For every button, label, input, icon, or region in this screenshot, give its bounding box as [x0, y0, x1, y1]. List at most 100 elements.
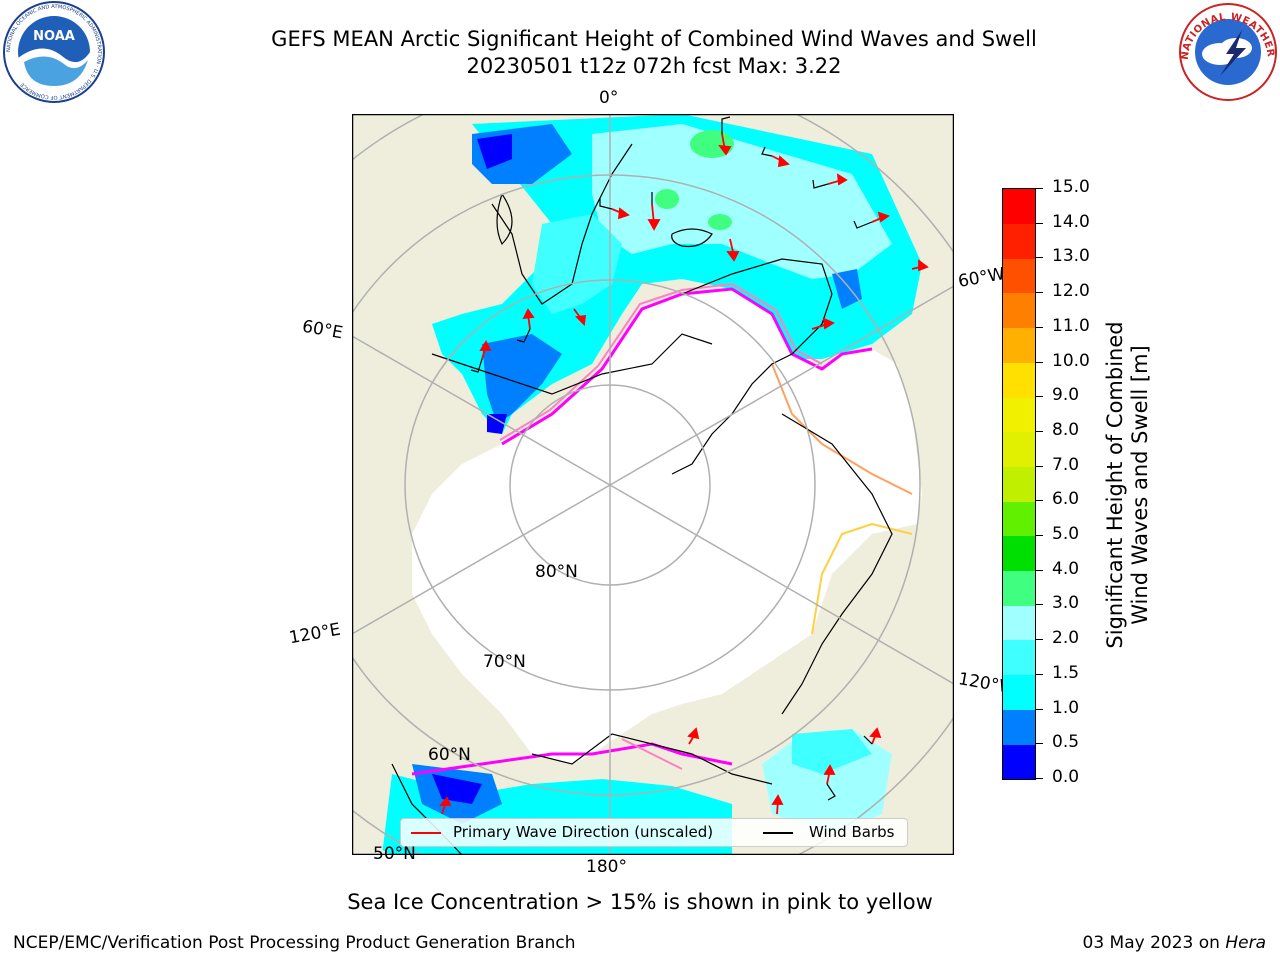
colorbar-segment — [1003, 640, 1035, 676]
wave-arrow-head — [836, 173, 848, 186]
colorbar-tick-label: 10.0 — [1052, 350, 1090, 371]
colorbar-tick-label: 2.0 — [1052, 628, 1080, 649]
colorbar-tick — [1035, 430, 1043, 432]
wind-barb — [761, 146, 773, 157]
meridian-60w — [609, 285, 954, 486]
wave-arrow-head — [777, 155, 790, 168]
graticule — [352, 114, 954, 855]
lat-label-70n: 70°N — [483, 652, 526, 672]
wave-arrow-head — [617, 207, 630, 220]
legend-barb-label: Wind Barbs — [809, 823, 895, 841]
wave-arrow-head — [869, 727, 882, 739]
colorbar-tick-label: 15.0 — [1052, 177, 1090, 197]
wave-arrow-head — [479, 340, 492, 351]
colorbar-tick — [1035, 778, 1043, 779]
colorbar-tick-label: 1.5 — [1052, 662, 1080, 683]
colorbar-tick — [1035, 361, 1043, 363]
lon-label-60w: 60°W — [956, 264, 1007, 292]
wave-region-bering-deep — [432, 774, 482, 804]
coastline-alaska — [531, 733, 773, 785]
noaa-logo-text: NOAA — [33, 29, 75, 44]
colorbar-segment — [1003, 223, 1035, 259]
colorbar-segment — [1003, 362, 1035, 398]
colorbar-tick — [1035, 188, 1043, 189]
colorbar-tick-label: 6.0 — [1052, 489, 1080, 510]
colorbar-tick-label: 3.0 — [1052, 593, 1080, 614]
wave-arrow-head — [687, 727, 700, 740]
coastline-siberia — [431, 333, 713, 395]
wave-max-region-1 — [690, 130, 734, 158]
colorbar — [1002, 188, 1036, 780]
wind-barb — [853, 220, 873, 229]
colorbar-tick — [1035, 639, 1043, 641]
colorbar-segment — [1003, 327, 1035, 363]
coastline-greenland — [671, 258, 833, 475]
colorbar-segment — [1003, 431, 1035, 467]
wind-barb — [599, 198, 613, 210]
colorbar-tick-label: 14.0 — [1052, 211, 1090, 232]
colorbar-tick — [1035, 535, 1043, 537]
lat-label-80n: 80°N — [535, 562, 578, 582]
wave-region-baltic-deep — [477, 134, 512, 169]
colorbar-segment — [1003, 189, 1035, 224]
meridian-120w — [609, 484, 954, 685]
wind-barbs — [470, 116, 873, 801]
coastline-uk — [496, 193, 513, 246]
wave-arrow-head — [771, 794, 784, 805]
wave-arrow-head — [877, 211, 890, 223]
sea-ice-note: Sea Ice Concentration > 15% is shown in … — [347, 890, 933, 914]
colorbar-tick — [1035, 500, 1043, 502]
colorbar-segment — [1003, 536, 1035, 572]
legend-wave-line — [411, 832, 441, 834]
colorbar-tick-label: 13.0 — [1052, 246, 1090, 267]
wave-arrow-head — [522, 308, 535, 320]
colorbar-segment — [1003, 258, 1035, 294]
colorbar-tick — [1035, 708, 1043, 710]
wave-region-barents — [482, 334, 562, 424]
lat-label-60n: 60°N — [428, 745, 471, 765]
colorbar-label: Significant Height of Combined Wind Wave… — [1103, 321, 1153, 648]
footer-date-text: 03 May 2023 on — [1082, 933, 1220, 953]
colorbar-tick — [1035, 465, 1043, 467]
meridian-120e — [352, 484, 611, 635]
wave-max-region-3 — [708, 214, 732, 230]
colorbar-segment — [1003, 501, 1035, 537]
wave-arrow-head — [918, 259, 929, 272]
colorbar-tick — [1035, 222, 1043, 224]
map-border — [351, 113, 955, 856]
wave-arrow-head — [822, 317, 835, 330]
colorbar-segment — [1003, 674, 1035, 710]
colorbar-segment — [1003, 397, 1035, 433]
colorbar-segment — [1003, 605, 1035, 641]
wind-barb — [470, 358, 483, 373]
colorbar-tick-label: 0.5 — [1052, 732, 1080, 753]
colorbar-tick — [1035, 673, 1043, 675]
wave-region-barents-deep — [487, 414, 507, 434]
ice-edge-greenland — [771, 363, 913, 495]
wind-barb — [812, 179, 829, 189]
colorbar-tick-label: 5.0 — [1052, 524, 1080, 545]
ice-edge-bering — [411, 742, 733, 776]
colorbar-tick — [1035, 604, 1043, 606]
map-canvas — [351, 113, 955, 856]
wave-region-pacific-east-2 — [792, 729, 872, 774]
footer-date: 03 May 2023 on Hera — [1083, 933, 1267, 953]
ice-edge-bering-outer — [621, 738, 683, 770]
colorbar-tick-label: 1.0 — [1052, 697, 1080, 718]
nws-logo: NATIONAL WEATHER SERVICE — [1172, 0, 1280, 104]
ice-edge-canada — [811, 522, 913, 635]
lon-label-60e: 60°E — [300, 316, 345, 344]
colorbar-tick-label: 4.0 — [1052, 558, 1080, 579]
map-legend: Primary Wave Direction (unscaled) Wind B… — [400, 818, 908, 847]
colorbar-tick-label: 8.0 — [1052, 419, 1080, 440]
lon-label-180: 180° — [586, 857, 627, 877]
colorbar-tick — [1035, 326, 1043, 328]
footer-credit: NCEP/EMC/Verification Post Processing Pr… — [13, 933, 576, 953]
wave-region-atlantic-light — [592, 124, 892, 279]
colorbar-segment — [1003, 570, 1035, 606]
map-title: GEFS MEAN Arctic Significant Height of C… — [271, 27, 1037, 51]
wind-barb — [826, 783, 836, 801]
colorbar-label-line2: Wind Waves and Swell [m] — [1128, 345, 1152, 625]
wave-max-region-2 — [655, 189, 679, 209]
wave-arrow-head — [647, 219, 661, 231]
